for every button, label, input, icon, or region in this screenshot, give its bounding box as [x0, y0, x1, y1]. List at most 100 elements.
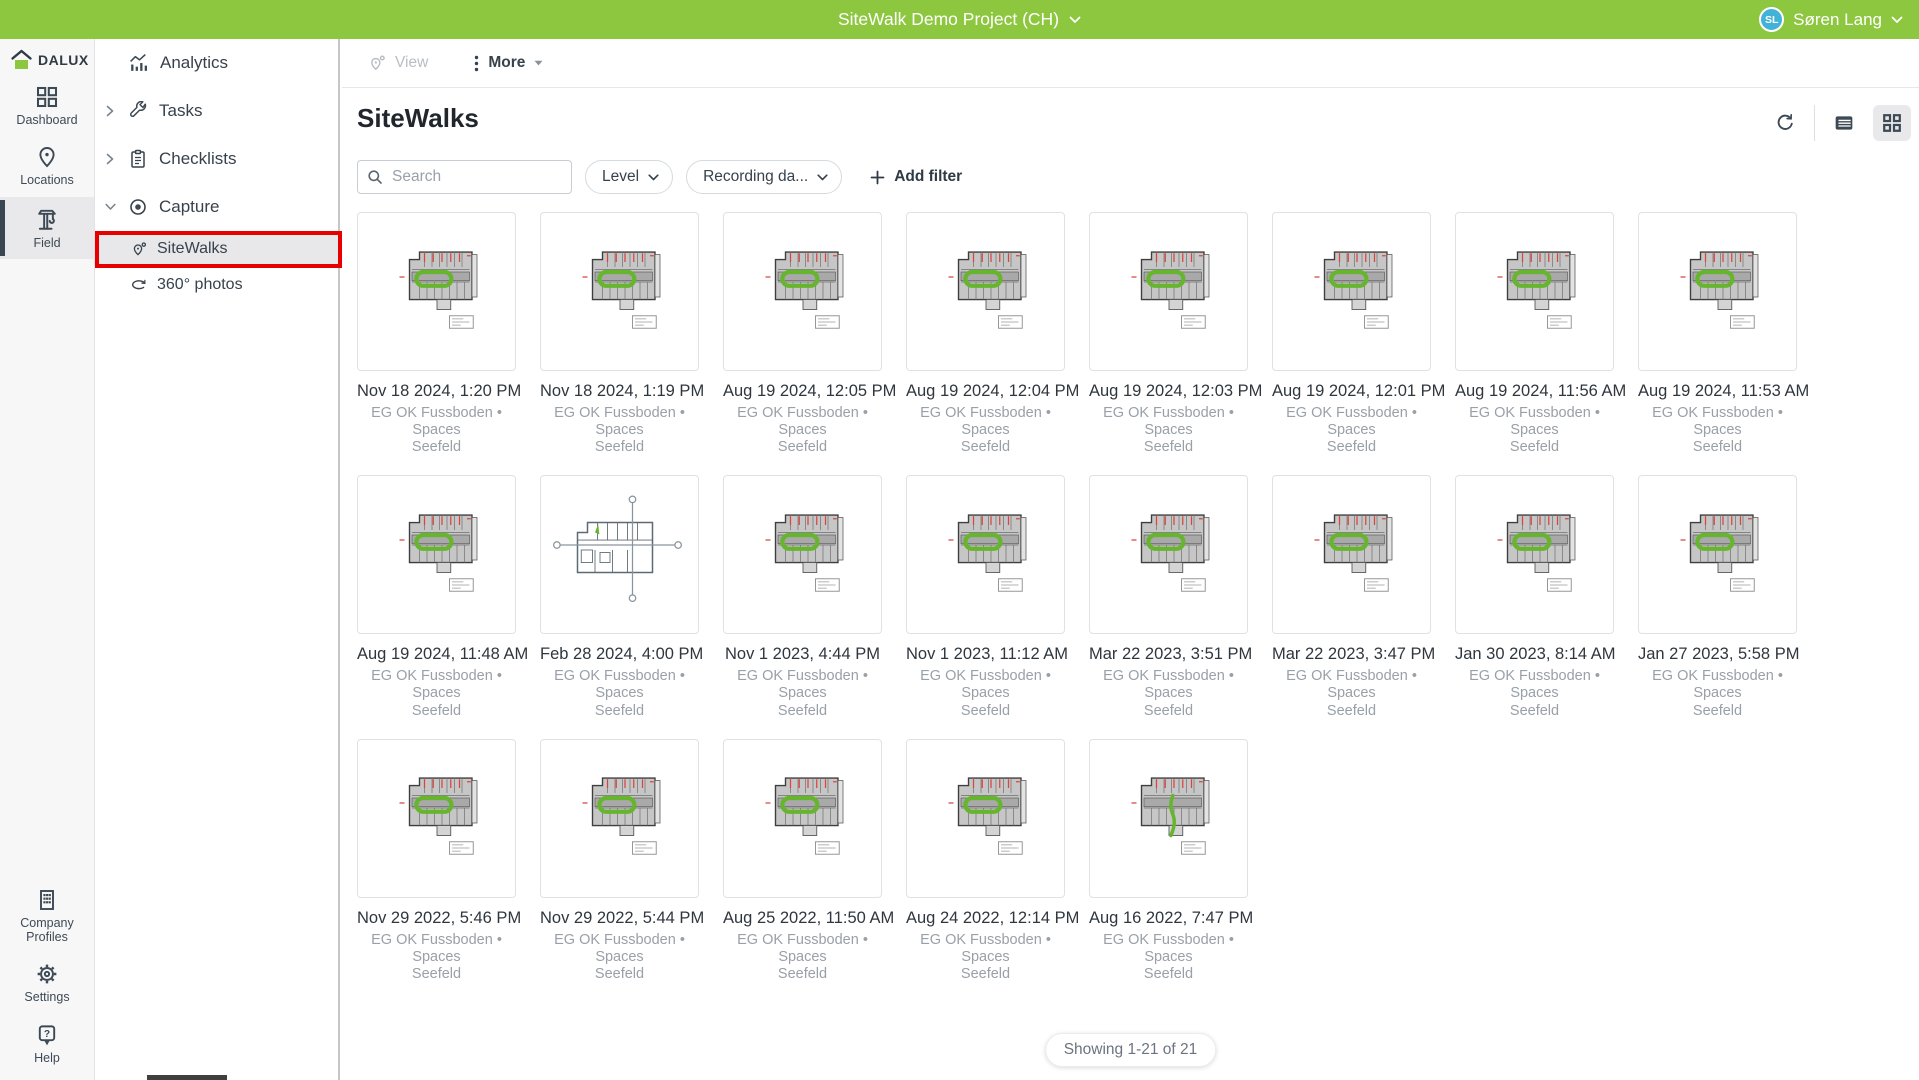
- sitewalk-card[interactable]: Feb 28 2024, 4:00 PM EG OK Fussboden • S…: [540, 475, 703, 719]
- page-title: SiteWalks: [357, 103, 479, 133]
- card-location: EG OK Fussboden • Spaces Seefeld: [906, 668, 1065, 719]
- floorplan-thumbnail[interactable]: [906, 212, 1065, 371]
- floorplan-thumbnail[interactable]: [357, 475, 516, 635]
- floorplan-thumbnail[interactable]: [1638, 212, 1797, 371]
- card-location-line1: EG OK Fussboden • Spaces: [920, 405, 1051, 439]
- card-date: Aug 19 2024, 11:56 AM: [1455, 382, 1627, 400]
- floorplan-thumbnail[interactable]: [1455, 212, 1614, 371]
- card-date: Aug 19 2024, 12:03 PM: [1089, 382, 1263, 400]
- floorplan-thumbnail[interactable]: [357, 212, 516, 371]
- floorplan-thumbnail[interactable]: [1638, 475, 1797, 635]
- view-button[interactable]: View: [368, 54, 428, 73]
- card-location-line2: Seefeld: [411, 702, 462, 719]
- filter-recording-label: Recording da...: [703, 168, 809, 185]
- sidebar-item-sitewalks[interactable]: SiteWalks: [95, 231, 338, 267]
- card-date: Jan 27 2023, 5:58 PM: [1638, 645, 1800, 664]
- sidebar-item-capture[interactable]: Capture: [95, 183, 338, 231]
- floorplan-image: [1094, 217, 1244, 367]
- search-input[interactable]: [390, 167, 594, 187]
- floorplan-thumbnail[interactable]: [906, 738, 1065, 898]
- floorplan-thumbnail[interactable]: [906, 475, 1065, 635]
- floorplan-thumbnail[interactable]: [1089, 212, 1248, 371]
- sitewalk-card[interactable]: Aug 16 2022, 7:47 PM EG OK Fussboden • S…: [1089, 738, 1253, 983]
- view-label: View: [395, 54, 429, 71]
- floorplan-thumbnail[interactable]: [540, 738, 699, 898]
- sitewalk-card[interactable]: Aug 19 2024, 12:03 PM EG OK Fussboden • …: [1089, 212, 1263, 456]
- card-location-line1: EG OK Fussboden • Spaces: [1286, 405, 1417, 439]
- card-location: EG OK Fussboden • Spaces Seefeld: [906, 405, 1065, 456]
- sitewalk-card[interactable]: Nov 1 2023, 11:12 AM EG OK Fussboden • S…: [906, 475, 1068, 719]
- refresh-button[interactable]: [1766, 105, 1804, 141]
- card-location: EG OK Fussboden • Spaces Seefeld: [1272, 405, 1431, 456]
- sidebar-item-checklists[interactable]: Checklists: [95, 135, 338, 183]
- sidebar-item-360-photos[interactable]: 360° photos: [95, 267, 338, 303]
- sitewalk-card[interactable]: Mar 22 2023, 3:47 PM EG OK Fussboden • S…: [1272, 475, 1435, 719]
- card-location-line1: EG OK Fussboden • Spaces: [1103, 931, 1234, 965]
- floorplan-thumbnail[interactable]: [1272, 212, 1431, 371]
- dalux-logo[interactable]: DALUX: [0, 39, 94, 76]
- floorplan-thumbnail[interactable]: [540, 212, 699, 371]
- action-toolbar: View More: [342, 39, 1919, 88]
- floorplan-thumbnail[interactable]: [540, 475, 699, 635]
- sitewalk-card[interactable]: Nov 18 2024, 1:19 PM EG OK Fussboden • S…: [540, 212, 704, 456]
- floorplan-thumbnail[interactable]: [1272, 475, 1431, 635]
- rail-item-field[interactable]: Field: [0, 196, 94, 260]
- user-menu[interactable]: SL Søren Lang: [1759, 0, 1903, 39]
- more-button[interactable]: More: [474, 54, 543, 72]
- sidebar-item-label: Analytics: [160, 53, 229, 72]
- sitewalk-card[interactable]: Nov 29 2022, 5:46 PM EG OK Fussboden • S…: [357, 738, 521, 983]
- sitewalk-card[interactable]: Aug 19 2024, 11:53 AM EG OK Fussboden • …: [1638, 212, 1809, 456]
- sitewalk-card[interactable]: Jan 30 2023, 8:14 AM EG OK Fussboden • S…: [1455, 475, 1616, 719]
- card-location-line2: Seefeld: [594, 439, 645, 456]
- floorplan-thumbnail[interactable]: [723, 738, 882, 898]
- card-location: EG OK Fussboden • Spaces Seefeld: [1455, 405, 1614, 456]
- card-location-line1: EG OK Fussboden • Spaces: [554, 668, 685, 702]
- add-filter-button[interactable]: Add filter: [864, 167, 968, 187]
- floorplan-thumbnail[interactable]: [357, 738, 516, 898]
- floorplan-thumbnail[interactable]: [723, 475, 882, 635]
- grid-view-button[interactable]: [1873, 105, 1911, 141]
- rail-item-company-profiles[interactable]: Company Profiles: [0, 879, 94, 954]
- card-date: Aug 19 2024, 12:04 PM: [906, 382, 1080, 400]
- sitewalk-card[interactable]: Aug 19 2024, 12:04 PM EG OK Fussboden • …: [906, 212, 1080, 456]
- sitewalk-card[interactable]: Aug 19 2024, 12:05 PM EG OK Fussboden • …: [723, 212, 896, 456]
- sitewalk-card[interactable]: Aug 24 2022, 12:14 PM EG OK Fussboden • …: [906, 738, 1079, 983]
- rail-item-dashboard[interactable]: Dashboard: [0, 76, 94, 136]
- sitewalk-card[interactable]: Nov 29 2022, 5:44 PM EG OK Fussboden • S…: [540, 738, 704, 983]
- card-date: Mar 22 2023, 3:51 PM: [1089, 645, 1253, 664]
- sidebar-item-label: Checklists: [159, 149, 237, 168]
- floorplan-thumbnail[interactable]: [1089, 475, 1248, 635]
- card-location-line1: EG OK Fussboden • Spaces: [920, 668, 1051, 702]
- filter-recording-date-dropdown[interactable]: Recording da...: [686, 160, 843, 194]
- card-location-line1: EG OK Fussboden • Spaces: [1469, 668, 1600, 702]
- sitewalk-card[interactable]: Nov 18 2024, 1:20 PM EG OK Fussboden • S…: [357, 212, 521, 456]
- rail-item-locations[interactable]: Locations: [0, 136, 94, 196]
- rail-item-label: Dashboard: [16, 113, 78, 127]
- project-switcher[interactable]: SiteWalk Demo Project (CH): [838, 9, 1081, 30]
- card-location-line2: Seefeld: [1143, 965, 1194, 982]
- sitewalk-card[interactable]: Aug 25 2022, 11:50 AM EG OK Fussboden • …: [723, 738, 894, 983]
- card-location-line2: Seefeld: [1509, 439, 1560, 456]
- sidebar-item-analytics[interactable]: Analytics: [95, 39, 338, 87]
- filter-level-dropdown[interactable]: Level: [585, 160, 674, 194]
- floorplan-thumbnail[interactable]: [1455, 475, 1614, 635]
- sitewalk-card[interactable]: Mar 22 2023, 3:51 PM EG OK Fussboden • S…: [1089, 475, 1253, 719]
- card-location-line2: Seefeld: [1143, 439, 1194, 456]
- list-view-button[interactable]: [1825, 105, 1863, 141]
- card-location: EG OK Fussboden • Spaces Seefeld: [1455, 668, 1614, 719]
- rail-item-help[interactable]: ? Help: [0, 1014, 94, 1074]
- card-location: EG OK Fussboden • Spaces Seefeld: [1638, 668, 1797, 719]
- location-pin-icon: [35, 145, 59, 169]
- sidebar-item-tasks[interactable]: Tasks: [95, 87, 338, 135]
- floorplan-image: [1277, 217, 1427, 367]
- floorplan-thumbnail[interactable]: [723, 212, 882, 371]
- rail-item-settings[interactable]: Settings: [0, 953, 94, 1013]
- floorplan-thumbnail[interactable]: [1089, 738, 1248, 898]
- sitewalk-card[interactable]: Jan 27 2023, 5:58 PM EG OK Fussboden • S…: [1638, 475, 1800, 719]
- add-filter-label: Add filter: [894, 168, 963, 185]
- sidebar-scrollbar-thumb[interactable]: [147, 1075, 227, 1080]
- sitewalk-card[interactable]: Aug 19 2024, 11:56 AM EG OK Fussboden • …: [1455, 212, 1627, 456]
- sitewalk-card[interactable]: Aug 19 2024, 11:48 AM EG OK Fussboden • …: [357, 475, 528, 719]
- sitewalk-card[interactable]: Aug 19 2024, 12:01 PM EG OK Fussboden • …: [1272, 212, 1445, 456]
- sitewalk-card[interactable]: Nov 1 2023, 4:44 PM EG OK Fussboden • Sp…: [723, 475, 882, 719]
